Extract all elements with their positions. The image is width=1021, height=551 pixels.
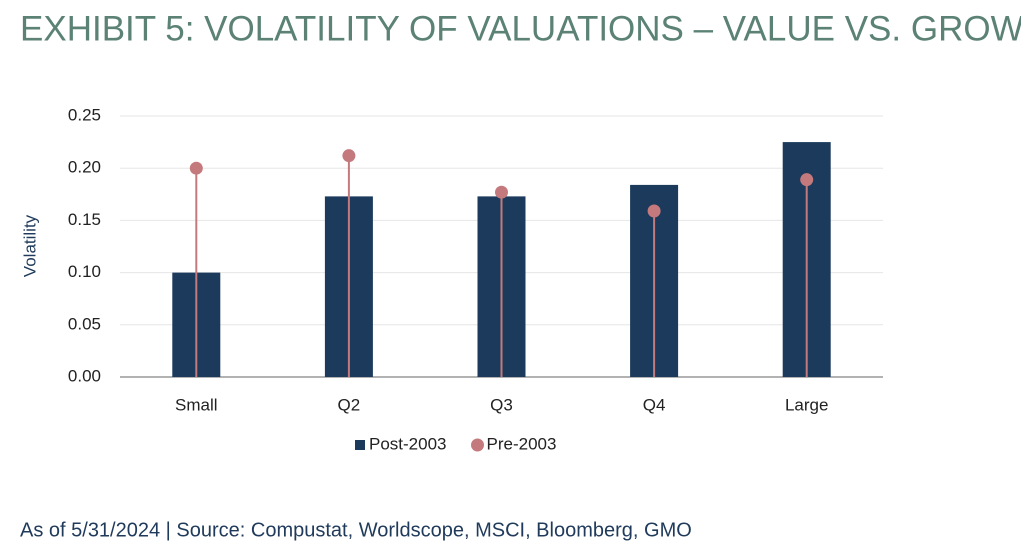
legend-label: Pre-2003	[487, 434, 557, 453]
legend-label: Post-2003	[369, 434, 447, 453]
x-tick-label: Q4	[643, 395, 666, 414]
lollipop-dot	[342, 149, 356, 163]
chart-title: EXHIBIT 5: VOLATILITY OF VALUATIONS – VA…	[20, 9, 1021, 48]
x-tick-label: Large	[785, 395, 828, 414]
x-tick-label: Q2	[338, 395, 361, 414]
legend-swatch	[471, 438, 484, 452]
y-tick-label: 0.15	[68, 210, 101, 229]
x-tick-label: Small	[175, 395, 218, 414]
y-axis-label: Volatility	[20, 214, 39, 277]
y-tick-label: 0.00	[68, 366, 101, 385]
y-tick-label: 0.25	[68, 105, 101, 124]
y-tick-label: 0.10	[68, 262, 101, 281]
lollipop-dot	[189, 161, 203, 175]
lollipop-dot	[495, 185, 508, 199]
source-note: As of 5/31/2024 | Source: Compustat, Wor…	[20, 519, 692, 541]
x-tick-label: Q3	[490, 395, 513, 414]
y-tick-label: 0.20	[68, 158, 101, 177]
legend-swatch	[355, 440, 365, 450]
lollipop-dot	[800, 173, 814, 187]
lollipop-dot	[647, 204, 661, 218]
y-tick-label: 0.05	[68, 314, 101, 333]
